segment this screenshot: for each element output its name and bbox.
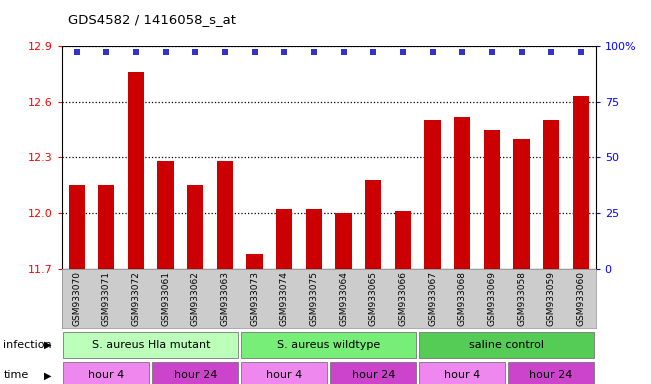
Text: GSM933074: GSM933074: [280, 271, 289, 326]
Text: time: time: [3, 370, 29, 381]
Bar: [335, 213, 352, 384]
Text: GSM933058: GSM933058: [517, 271, 526, 326]
Text: S. aureus wildtype: S. aureus wildtype: [277, 339, 380, 350]
Bar: [514, 139, 530, 384]
Text: GSM933069: GSM933069: [488, 271, 496, 326]
Text: GSM933073: GSM933073: [250, 271, 259, 326]
Text: GSM933063: GSM933063: [221, 271, 229, 326]
Text: hour 4: hour 4: [88, 370, 124, 381]
Bar: [247, 254, 263, 384]
Bar: [365, 180, 381, 384]
Text: GSM933067: GSM933067: [428, 271, 437, 326]
Bar: [573, 96, 589, 384]
Text: GSM933071: GSM933071: [102, 271, 111, 326]
Bar: [424, 120, 441, 384]
Bar: [484, 129, 500, 384]
Text: saline control: saline control: [469, 339, 544, 350]
Bar: [63, 362, 149, 384]
Text: GSM933061: GSM933061: [161, 271, 170, 326]
Text: GSM933062: GSM933062: [191, 271, 200, 326]
Bar: [152, 362, 238, 384]
Text: GSM933059: GSM933059: [547, 271, 556, 326]
Bar: [454, 117, 471, 384]
Bar: [158, 161, 174, 384]
Text: GSM933064: GSM933064: [339, 271, 348, 326]
Text: GSM933075: GSM933075: [309, 271, 318, 326]
Text: hour 24: hour 24: [352, 370, 395, 381]
Text: ▶: ▶: [44, 339, 51, 350]
Text: hour 4: hour 4: [444, 370, 480, 381]
Text: GDS4582 / 1416058_s_at: GDS4582 / 1416058_s_at: [68, 13, 236, 26]
Text: S. aureus Hla mutant: S. aureus Hla mutant: [92, 339, 210, 350]
Bar: [217, 161, 233, 384]
Text: GSM933068: GSM933068: [458, 271, 467, 326]
Bar: [128, 72, 144, 384]
Bar: [330, 362, 416, 384]
Bar: [419, 332, 594, 358]
Text: GSM933072: GSM933072: [132, 271, 141, 326]
Text: GSM933065: GSM933065: [368, 271, 378, 326]
Text: GSM933066: GSM933066: [398, 271, 408, 326]
Text: GSM933060: GSM933060: [576, 271, 585, 326]
Bar: [242, 332, 416, 358]
Bar: [63, 332, 238, 358]
Bar: [508, 362, 594, 384]
Bar: [306, 209, 322, 384]
Text: hour 24: hour 24: [174, 370, 217, 381]
Bar: [276, 209, 292, 384]
Text: hour 4: hour 4: [266, 370, 303, 381]
Bar: [395, 211, 411, 384]
Text: hour 24: hour 24: [529, 370, 573, 381]
Bar: [187, 185, 204, 384]
Text: ▶: ▶: [44, 370, 51, 381]
Text: infection: infection: [3, 339, 52, 350]
Bar: [419, 362, 505, 384]
Bar: [68, 185, 85, 384]
Bar: [98, 185, 115, 384]
Text: GSM933070: GSM933070: [72, 271, 81, 326]
Bar: [543, 120, 559, 384]
Bar: [242, 362, 327, 384]
